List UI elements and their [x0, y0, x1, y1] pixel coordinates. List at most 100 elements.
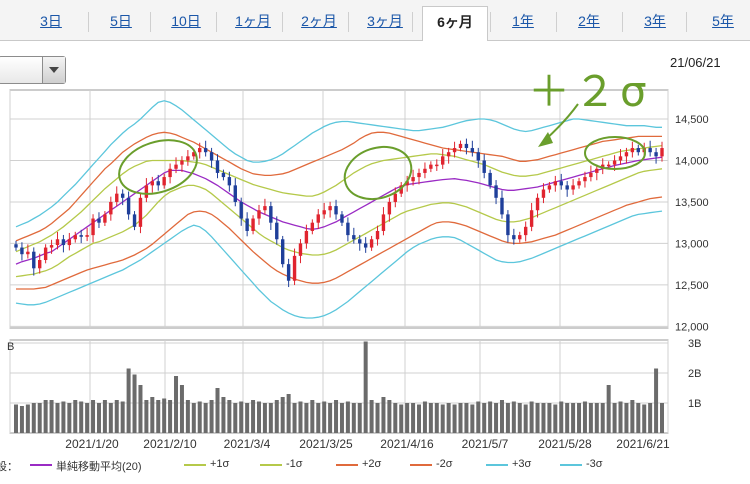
candle-body	[606, 164, 611, 167]
candle-body	[547, 185, 552, 190]
candle-body	[589, 172, 593, 178]
volume-bar	[594, 403, 599, 433]
candle-body	[233, 185, 237, 202]
volume-bar	[618, 401, 623, 433]
candle-body	[263, 206, 267, 211]
tab-1[interactable]: 5日	[110, 13, 132, 29]
candle-body	[393, 193, 398, 202]
legend-label: +2σ	[362, 458, 382, 470]
candle-body	[660, 148, 664, 157]
candle-body	[322, 210, 326, 215]
candle-body	[245, 218, 249, 231]
indicator-select[interactable]	[0, 56, 66, 84]
volume-bar	[535, 403, 540, 433]
candle-body	[239, 201, 243, 219]
volume-bar	[221, 397, 226, 433]
tab-5[interactable]: 3ヶ月	[367, 13, 403, 29]
volume-bar	[523, 404, 528, 433]
volume-bar	[162, 398, 167, 433]
band-line--1σ	[15, 168, 663, 278]
candle-body	[38, 260, 42, 269]
candle-body	[186, 156, 190, 161]
volume-bar	[25, 404, 30, 433]
candle-body	[109, 201, 113, 215]
legend-swatch	[336, 464, 358, 466]
volume-bar	[239, 401, 244, 433]
volume-bar	[428, 403, 433, 433]
volume-bar	[120, 401, 125, 433]
candle-body	[411, 177, 415, 182]
candle-body	[494, 185, 498, 198]
volume-bar	[316, 403, 321, 433]
volume-bar	[114, 400, 119, 433]
candle-body	[138, 197, 143, 227]
candle-body	[55, 239, 60, 246]
tab-0[interactable]: 3日	[40, 13, 62, 29]
volume-bar	[179, 385, 184, 433]
candle-body	[363, 243, 368, 248]
tab-8[interactable]: 2年	[578, 13, 600, 29]
volume-bar	[375, 403, 380, 433]
candle-body	[648, 148, 652, 153]
candle-body	[346, 222, 350, 236]
tab-10[interactable]: 5年	[712, 13, 734, 29]
candle-body	[209, 152, 214, 161]
x-date-label: 2021/4/16	[380, 437, 434, 451]
candle-body	[103, 214, 107, 223]
tab-6[interactable]: 6ヶ月	[422, 6, 488, 41]
candle-body	[435, 164, 439, 167]
candle-body	[91, 218, 95, 236]
volume-bar	[274, 400, 279, 433]
candle-body	[180, 160, 184, 165]
volume-bar	[108, 403, 113, 433]
tab-separator	[622, 12, 623, 32]
volume-bar	[499, 400, 504, 433]
volume-bar	[280, 397, 285, 433]
volume-bar	[606, 385, 611, 433]
candle-body	[595, 168, 599, 173]
volume-bar	[334, 400, 339, 433]
volume-tick-label: 1B	[688, 398, 701, 410]
candle-body	[358, 239, 362, 244]
legend-label: -3σ	[586, 458, 603, 470]
tab-7[interactable]: 1年	[512, 13, 534, 29]
candle-body	[340, 214, 344, 223]
volume-bar	[582, 401, 587, 433]
dropdown-arrow-icon[interactable]	[42, 57, 65, 83]
tab-separator	[412, 12, 413, 32]
tab-separator	[348, 12, 349, 32]
tab-9[interactable]: 3年	[644, 13, 666, 29]
candle-body	[97, 218, 101, 223]
candle-body	[464, 143, 469, 149]
volume-bar	[511, 401, 516, 433]
volume-bar	[138, 385, 143, 433]
candle-body	[61, 239, 66, 246]
tab-4[interactable]: 2ヶ月	[301, 13, 337, 29]
candle-body	[132, 214, 137, 227]
price-tick-label: 13,500	[675, 197, 709, 209]
candle-body	[316, 214, 320, 223]
volume-bar	[434, 403, 439, 433]
volume-bar	[256, 401, 261, 433]
volume-bar	[197, 401, 202, 433]
candle-body	[32, 251, 36, 269]
tab-3[interactable]: 1ヶ月	[235, 13, 271, 29]
candle-body	[334, 206, 338, 215]
legend-prefix: 設：	[0, 461, 18, 473]
tab-separator	[150, 12, 151, 32]
legend-swatch	[486, 464, 508, 466]
volume-bar	[168, 400, 173, 433]
band-line--3σ	[15, 210, 663, 319]
candle-body	[375, 230, 380, 240]
x-date-label: 2021/2/10	[143, 437, 197, 451]
candle-body	[251, 218, 255, 231]
tab-2[interactable]: 10日	[171, 13, 201, 29]
volume-bar	[132, 374, 137, 433]
tab-separator	[88, 12, 89, 32]
legend-swatch	[184, 464, 206, 466]
candle-body	[150, 181, 155, 186]
volume-bar	[588, 403, 593, 433]
volume-bar	[43, 400, 48, 433]
candle-body	[399, 185, 403, 194]
